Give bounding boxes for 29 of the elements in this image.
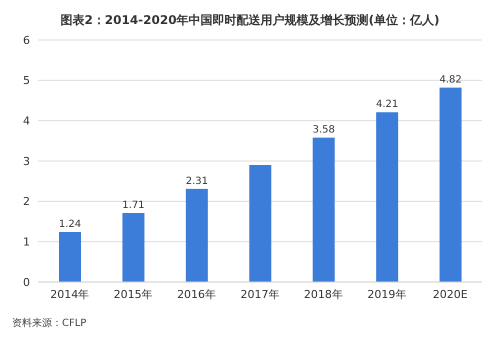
- x-tick-label: 2019年: [367, 288, 406, 301]
- bar: [440, 88, 462, 282]
- data-label: 4.21: [376, 99, 398, 110]
- y-tick-label: 2: [23, 195, 30, 208]
- y-tick-label: 3: [23, 154, 30, 168]
- x-tick-label: 2014年: [50, 288, 90, 301]
- data-label: 4.82: [439, 74, 462, 86]
- bar: [249, 165, 272, 282]
- text: 资料来源：CFLP: [12, 316, 88, 330]
- y-tick-label: 1: [23, 236, 30, 249]
- bar: [186, 188, 208, 282]
- bar: [122, 213, 144, 282]
- data-label: 3.58: [312, 124, 335, 136]
- data-label: 1.71: [122, 200, 145, 212]
- y-tick-label: 6: [23, 34, 30, 47]
- x-tick-label: 2018年: [304, 288, 343, 301]
- y-tick-label: 5: [23, 74, 30, 88]
- x-tick-label: 2017年: [240, 288, 280, 301]
- bar: [59, 232, 81, 282]
- y-tick-label: 4: [23, 114, 30, 128]
- y-tick-label: 0: [23, 276, 30, 289]
- data-label: 2.31: [186, 176, 208, 187]
- x-tick-label: 2016年: [177, 288, 216, 301]
- x-tick-label: 2020E: [432, 288, 468, 301]
- chart-title: 图表2：2014-2020年中国即时配送用户规模及增长预测(单位：亿人): [59, 12, 441, 29]
- x-tick-label: 2015年: [114, 288, 153, 301]
- bar: [376, 112, 398, 282]
- data-label: 1.24: [58, 218, 82, 230]
- bar: [312, 138, 335, 282]
